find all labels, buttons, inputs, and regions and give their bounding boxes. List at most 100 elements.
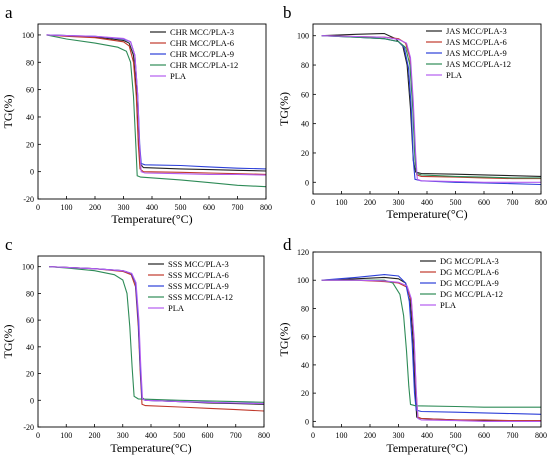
x-tick-label: 200 (89, 431, 101, 440)
y-tick-label: 20 (26, 140, 34, 149)
legend-label: JAS MCC/PLA-12 (446, 59, 511, 69)
x-tick-label: 100 (61, 203, 73, 212)
x-tick-label: 800 (260, 203, 272, 212)
y-tick-label: 100 (297, 32, 309, 41)
y-axis-label: TG(%) (1, 325, 15, 359)
y-axis-label: TG(%) (277, 92, 291, 126)
legend-label: JAS MCC/PLA-3 (446, 26, 507, 36)
y-tick-label: 80 (301, 304, 309, 313)
chart-panel-a: a0 100 200 300 400 500 600 700 800-2002040608010… (1, 3, 272, 226)
series-line (321, 35, 541, 179)
legend-label: CHR MCC/PLA-9 (170, 49, 234, 59)
x-tick-label: 800 (258, 431, 270, 440)
chart-panel-c: c0 100 200 300 400 500 600 700 800-2002040608010… (1, 235, 270, 455)
legend-label: CHR MCC/PLA-12 (170, 60, 238, 70)
series-line (321, 279, 541, 422)
y-tick-label: 100 (297, 276, 309, 285)
legend-label: PLA (170, 71, 187, 81)
x-tick-label: 300 (118, 203, 130, 212)
series-group (321, 274, 541, 422)
x-tick-label: 200 (89, 203, 101, 212)
x-tick-label: 0 (36, 431, 40, 440)
y-tick-label: 60 (301, 90, 309, 99)
x-tick-label: 700 (230, 431, 242, 440)
y-tick-label: -20 (23, 195, 34, 204)
legend-label: DG MCC/PLA-6 (440, 267, 499, 277)
y-tick-label: 80 (26, 58, 34, 67)
x-tick-label: 400 (145, 431, 157, 440)
x-tick-label: 700 (507, 198, 519, 207)
legend-label: CHR MCC/PLA-6 (170, 38, 234, 48)
x-tick-label: 200 (364, 431, 376, 440)
y-tick-label: 80 (301, 61, 309, 70)
y-axis-label: TG(%) (1, 95, 15, 129)
plot-frame (312, 23, 542, 195)
series-line (321, 279, 541, 422)
chart-panel-b: b 0 100 200 300 400 500 600 700 800 0 20 40 60 80 100 Te… (277, 3, 547, 221)
y-tick-label: 80 (26, 289, 34, 298)
y-tick-label: -20 (23, 423, 34, 432)
y-tick-label: 40 (301, 120, 309, 129)
x-tick-label: 600 (478, 198, 490, 207)
x-axis-label: Temperature(°C) (386, 441, 467, 455)
x-tick-label: 400 (146, 203, 158, 212)
x-tick-label: 100 (60, 431, 72, 440)
series-group (49, 266, 264, 412)
x-tick-label: 800 (535, 198, 547, 207)
legend-label: PLA (446, 70, 463, 80)
y-tick-label: 100 (22, 31, 34, 40)
y-tick-label: 40 (301, 361, 309, 370)
legend: DG MCC/PLA-3DG MCC/PLA-6DG MCC/PLA-9DG M… (420, 256, 503, 310)
y-tick-label: 0 (30, 396, 34, 405)
legend-label: SSS MCC/PLA-9 (168, 281, 229, 291)
x-tick-label: 800 (535, 431, 547, 440)
legend-label: SSS MCC/PLA-3 (168, 259, 229, 269)
y-tick-label: 100 (22, 263, 34, 272)
x-tick-label: 0 (36, 203, 40, 212)
series-line (321, 35, 541, 180)
x-tick-label: 600 (203, 203, 215, 212)
x-tick-label: 300 (117, 431, 129, 440)
x-tick-label: 100 (336, 198, 348, 207)
legend-label: PLA (440, 300, 457, 310)
series-line (321, 35, 541, 183)
y-axis-label: TG(%) (277, 323, 291, 357)
x-tick-label: 600 (202, 431, 214, 440)
series-line (49, 266, 264, 405)
panel-letter: a (5, 3, 13, 22)
x-tick-label: 600 (478, 431, 490, 440)
panel-letter: b (283, 3, 292, 22)
x-tick-label: 300 (393, 198, 405, 207)
legend-label: JAS MCC/PLA-6 (446, 37, 507, 47)
series-line (46, 34, 266, 188)
series-line (321, 276, 541, 422)
y-tick-label: 60 (26, 86, 34, 95)
x-tick-label: 400 (421, 198, 433, 207)
legend-label: SSS MCC/PLA-12 (168, 292, 233, 302)
chart-panel-d: d 0 100 200 300 400 500 600 700 800 0 20 40 60 80 100 12… (277, 235, 547, 455)
x-axis-label: Temperature(°C) (111, 212, 192, 226)
y-tick-label: 20 (301, 389, 309, 398)
series-line (321, 274, 541, 415)
x-tick-label: 0 (311, 198, 315, 207)
y-tick-label: 40 (26, 113, 34, 122)
series-line (46, 34, 266, 176)
x-tick-label: 500 (450, 431, 462, 440)
legend-label: JAS MCC/PLA-9 (446, 48, 507, 58)
series-line (49, 266, 264, 403)
y-tick-label: 40 (26, 343, 34, 352)
legend-label: DG MCC/PLA-12 (440, 289, 503, 299)
y-tick-label: 60 (26, 316, 34, 325)
y-tick-label: 20 (26, 370, 34, 379)
legend-label: CHR MCC/PLA-3 (170, 27, 234, 37)
y-tick-label: 0 (305, 178, 309, 187)
series-line (49, 266, 264, 412)
x-axis-label: Temperature(°C) (110, 441, 191, 455)
x-tick-label: 700 (507, 431, 519, 440)
series-line (49, 266, 264, 405)
panel-letter: c (5, 235, 13, 254)
x-tick-label: 500 (175, 203, 187, 212)
legend-label: DG MCC/PLA-3 (440, 256, 499, 266)
x-tick-label: 100 (336, 431, 348, 440)
